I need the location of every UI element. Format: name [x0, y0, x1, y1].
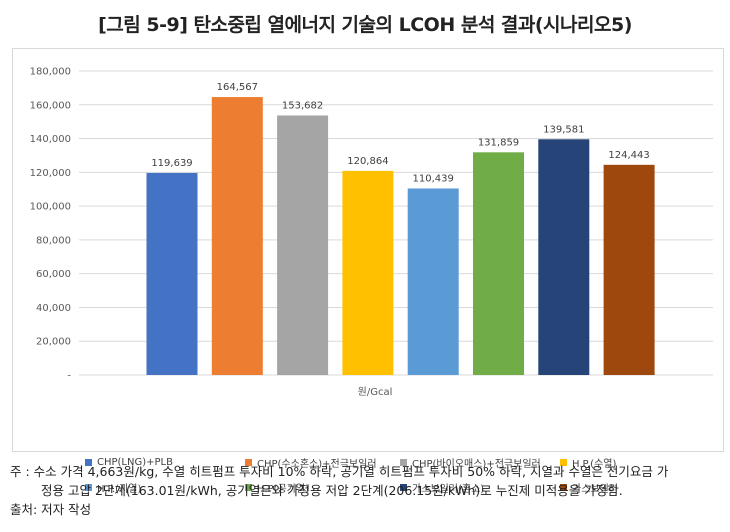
note-line-2: 정용 고압 2단계(163.01원/kWh, 공기열은와 가정용 저압 2단계(… [41, 483, 623, 498]
legend-item: CHP(바이오매스)+전극보일러 [400, 455, 560, 470]
bar-value-label: 139,581 [543, 124, 584, 135]
legend-item: CHP(LNG)+PLB [85, 455, 245, 470]
bar [538, 139, 590, 375]
legend-swatch [400, 484, 407, 491]
bar-value-label: 119,639 [151, 158, 192, 169]
bar-value-label: 110,439 [413, 173, 454, 184]
y-tick-label: 40,000 [36, 303, 71, 314]
chart-legend: CHP(LNG)+PLB CHP(수소혼소)+전극보일러 CHP(바이오매스)+전극… [85, 455, 685, 495]
y-tick-label: 120,000 [30, 168, 71, 179]
legend-item: 가스보일러 [560, 480, 685, 495]
bar-value-label: 153,682 [282, 100, 323, 111]
y-tick-label: 60,000 [36, 269, 71, 280]
bar-value-label: 124,443 [608, 150, 649, 161]
source-line: 출처: 저자 작성 [10, 502, 92, 517]
y-tick-label: 100,000 [30, 202, 71, 213]
legend-swatch [85, 484, 92, 491]
x-axis-label: 원/Gcal [358, 386, 393, 398]
bar [473, 152, 524, 375]
bar-value-label: 120,864 [347, 156, 388, 167]
bar [146, 172, 198, 375]
legend-swatch [245, 459, 252, 466]
legend-swatch [245, 484, 252, 491]
legend-item: H.P(공기열) [245, 480, 400, 495]
y-tick-label: 80,000 [36, 235, 71, 246]
y-tick-label: 160,000 [30, 100, 71, 111]
y-tick-label: - [67, 371, 71, 382]
bar-chart: - 20,000 40,000 60,000 80,000 100,000 120,000 1… [30, 67, 713, 398]
y-tick-label: 180,000 [30, 67, 71, 78]
bar [211, 97, 263, 375]
legend-label: CHP(바이오매스)+전극보일러 [412, 459, 541, 470]
legend-label: 가스보일러(혼소) [412, 484, 485, 495]
legend-label: H.P.(수열) [572, 459, 617, 470]
bar [407, 188, 459, 375]
legend-label: CHP(LNG)+PLB [97, 457, 173, 468]
y-tick-label: 20,000 [36, 337, 71, 348]
bar [603, 164, 655, 375]
bar-value-label: 164,567 [217, 82, 258, 93]
note-line-1: 주 : 수소 가격 4,663원/kg, 수열 히트펌프 투자비 10% 하락,… [10, 464, 669, 479]
legend-label: H.P(공기열) [257, 484, 309, 495]
y-tick-label: 140,000 [30, 134, 71, 145]
legend-item: 가스보일러(혼소) [400, 480, 560, 495]
chart-area: - 20,000 40,000 60,000 80,000 100,000 120,000 1… [12, 48, 724, 495]
bar [342, 170, 394, 375]
legend-item: H.P.(지열) [85, 480, 245, 495]
legend-swatch [85, 459, 92, 466]
legend-swatch [560, 459, 567, 466]
legend-label: CHP(수소혼소)+전극보일러 [257, 459, 377, 470]
legend-label: 가스보일러 [572, 484, 618, 495]
figure-title: [그림 5-9] 탄소중립 열에너지 기술의 LCOH 분석 결과(시나리오5) [98, 14, 632, 36]
figure-notes: 주 : 수소 가격 4,663원/kg, 수열 히트펌프 투자비 10% 하락,… [10, 462, 722, 519]
bar-value-label: 131,859 [478, 137, 519, 148]
legend-swatch [400, 459, 407, 466]
legend-item: CHP(수소혼소)+전극보일러 [245, 455, 400, 470]
legend-label: H.P.(지열) [97, 484, 142, 495]
legend-item: H.P.(수열) [560, 455, 685, 470]
legend-swatch [560, 484, 567, 491]
bar [277, 115, 329, 375]
